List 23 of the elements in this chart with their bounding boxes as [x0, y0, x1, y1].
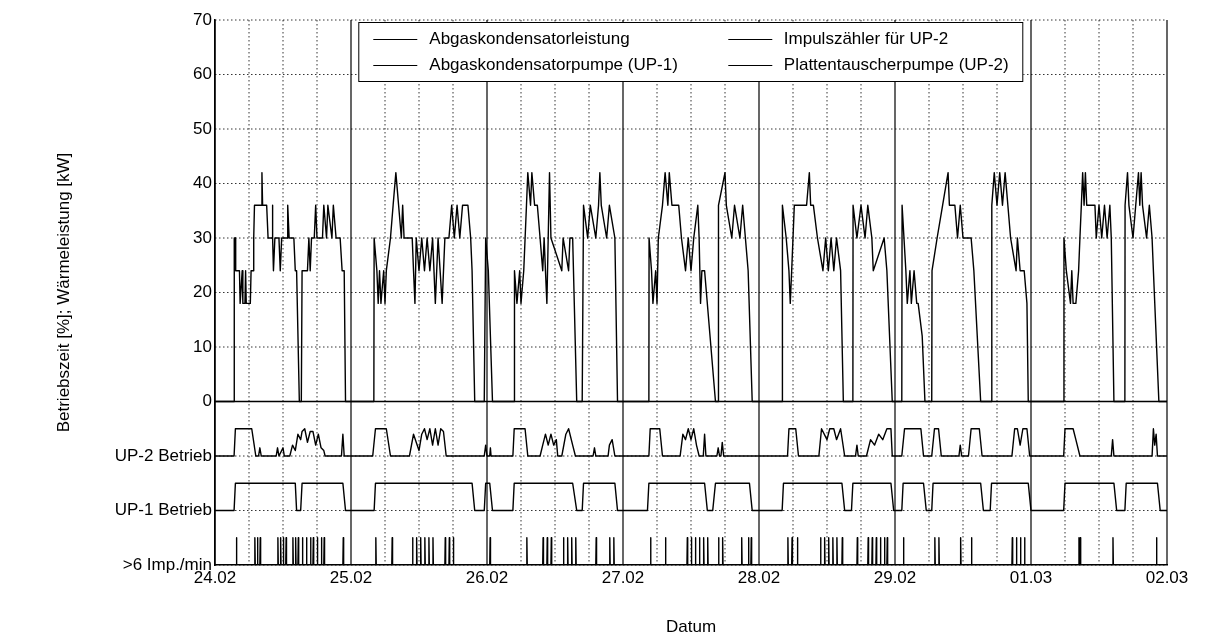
y-tick-label: 60: [193, 64, 212, 84]
legend-label: Abgaskondensatorpumpe (UP-1): [429, 55, 678, 75]
y-axis-title: Betriebszeit [%]; Wärmeleistung [kW]: [53, 152, 73, 433]
x-tick-label: 02.03: [1145, 567, 1189, 587]
legend-label: Plattentauscherpumpe (UP-2): [783, 55, 1009, 75]
x-tick-label: 26.02: [465, 567, 509, 587]
y-tick-label: 0: [202, 391, 212, 411]
x-tick-label: 01.03: [1009, 567, 1053, 587]
x-tick-label: 27.02: [601, 567, 645, 587]
legend-label: Impulszähler für UP-2: [783, 29, 949, 49]
y-tick-label: 40: [193, 173, 212, 193]
legend-label: Abgaskondensatorleistung: [429, 29, 630, 49]
x-tick-label: 29.02: [873, 567, 917, 587]
y-tick-label: 30: [193, 227, 212, 247]
y-tick-label: 20: [193, 282, 212, 302]
x-tick-label: 25.02: [329, 567, 373, 587]
y-tick-label: 70: [193, 9, 212, 29]
y-tick-label: UP-2 Betrieb: [114, 445, 212, 465]
y-tick-label: 50: [193, 118, 212, 138]
y-tick-label: 10: [193, 336, 212, 356]
y-tick-label: UP-1 Betrieb: [114, 500, 212, 520]
x-tick-label: 28.02: [737, 567, 781, 587]
x-axis-title: Datum: [665, 617, 717, 637]
